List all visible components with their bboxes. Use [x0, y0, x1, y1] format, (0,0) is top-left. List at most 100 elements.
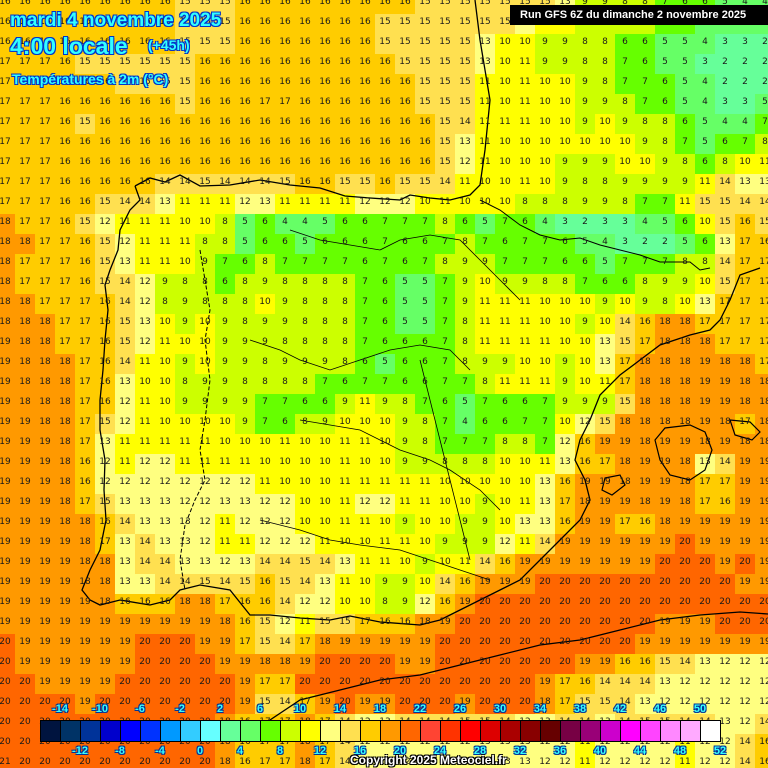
temperature-cell — [315, 254, 335, 274]
temperature-value: 10 — [259, 297, 271, 307]
temperature-value: 8 — [442, 457, 448, 467]
temperature-value: 14 — [759, 717, 768, 727]
temperature-cell — [635, 394, 655, 414]
temperature-value: 20 — [739, 617, 751, 627]
temperature-value: 12 — [279, 537, 291, 547]
temperature-value: 7 — [362, 377, 368, 387]
temperature-cell — [355, 114, 375, 134]
temperature-cell — [315, 54, 335, 74]
temperature-value: 11 — [499, 297, 511, 307]
temperature-value: 8 — [462, 457, 468, 467]
temperature-cell — [215, 194, 235, 214]
temperature-value: 18 — [59, 417, 71, 427]
temperature-value: 11 — [159, 237, 171, 247]
temperature-value: 5 — [242, 237, 248, 247]
temperature-cell — [715, 234, 735, 254]
temperature-cell — [755, 294, 768, 314]
temperature-cell — [455, 174, 475, 194]
temperature-value: 5 — [682, 97, 688, 107]
temperature-value: 14 — [119, 277, 131, 287]
temperature-cell — [675, 134, 695, 154]
temperature-value: 16 — [259, 597, 271, 607]
temperature-value: 20 — [679, 557, 691, 567]
temperature-value: 12 — [579, 417, 591, 427]
temperature-cell — [475, 394, 495, 414]
temperature-value: 15 — [379, 37, 391, 47]
temperature-value: 19 — [739, 537, 751, 547]
temperature-value: 14 — [539, 537, 551, 547]
temperature-value: 7 — [262, 397, 268, 407]
temperature-value: 6 — [422, 357, 428, 367]
temperature-cell — [575, 314, 595, 334]
temperature-value: 9 — [482, 497, 488, 507]
temperature-cell — [495, 354, 515, 374]
legend-swatch — [281, 721, 301, 741]
temperature-value: 6 — [382, 337, 388, 347]
temperature-value: 9 — [402, 417, 408, 427]
temperature-cell — [575, 194, 595, 214]
temperature-cell — [35, 154, 55, 174]
temperature-cell — [0, 334, 15, 354]
temperature-value: 11 — [139, 437, 151, 447]
temperature-value: 19 — [39, 617, 51, 627]
temperature-value: 20 — [419, 677, 431, 687]
temperature-cell — [0, 34, 15, 54]
temperature-value: 16 — [339, 157, 351, 167]
temperature-value: 12 — [699, 757, 711, 767]
temperature-value: 19 — [579, 657, 591, 667]
temperature-value: 4 — [542, 217, 548, 227]
temperature-value: 7 — [442, 337, 448, 347]
temperature-cell — [755, 134, 768, 154]
temperature-cell — [115, 134, 135, 154]
temperature-value: 9 — [402, 597, 408, 607]
temperature-value: 6 — [322, 397, 328, 407]
temperature-value: 19 — [19, 617, 31, 627]
temperature-value: 7 — [262, 417, 268, 427]
temperature-cell — [695, 154, 715, 174]
temperature-value: 6 — [362, 257, 368, 267]
temperature-value: 8 — [462, 357, 468, 367]
temperature-value: 8 — [662, 137, 668, 147]
temperature-value: 17 — [739, 277, 751, 287]
temperature-cell — [75, 234, 95, 254]
legend-label-bottom: 36 — [553, 745, 567, 757]
legend-label-top: 22 — [413, 703, 427, 715]
temperature-value: 20 — [199, 757, 211, 767]
temperature-value: 19 — [599, 517, 611, 527]
temperature-cell — [315, 174, 335, 194]
temperature-cell — [615, 354, 635, 374]
temperature-cell — [215, 54, 235, 74]
temperature-cell — [95, 14, 115, 34]
temperature-cell — [215, 314, 235, 334]
temperature-cell — [495, 234, 515, 254]
temperature-value: 15 — [619, 337, 631, 347]
temperature-cell — [475, 354, 495, 374]
temperature-cell — [155, 54, 175, 74]
temperature-cell — [515, 134, 535, 154]
temperature-cell — [395, 414, 415, 434]
temperature-cell — [255, 0, 275, 14]
temperature-value: 12 — [759, 677, 768, 687]
temperature-value: 19 — [599, 437, 611, 447]
temperature-value: 19 — [0, 577, 11, 587]
temperature-value: 6 — [402, 257, 408, 267]
temperature-cell — [715, 354, 735, 374]
temperature-cell — [615, 414, 635, 434]
temperature-value: 10 — [539, 117, 551, 127]
temperature-value: 9 — [222, 377, 228, 387]
temperature-value: 15 — [259, 617, 271, 627]
temperature-value: 6 — [402, 337, 408, 347]
temperature-value: 19 — [579, 477, 591, 487]
temperature-value: 14 — [139, 557, 151, 567]
temperature-value: 15 — [419, 77, 431, 87]
temperature-value: 18 — [679, 477, 691, 487]
temperature-value: 8 — [562, 197, 568, 207]
temperature-value: 9 — [442, 537, 448, 547]
temperature-cell — [95, 54, 115, 74]
temperature-value: 11 — [319, 197, 331, 207]
temperature-cell — [615, 374, 635, 394]
temperature-value: 8 — [582, 57, 588, 67]
temperature-value: 18 — [759, 437, 768, 447]
temperature-cell — [295, 334, 315, 354]
temperature-cell — [0, 54, 15, 74]
